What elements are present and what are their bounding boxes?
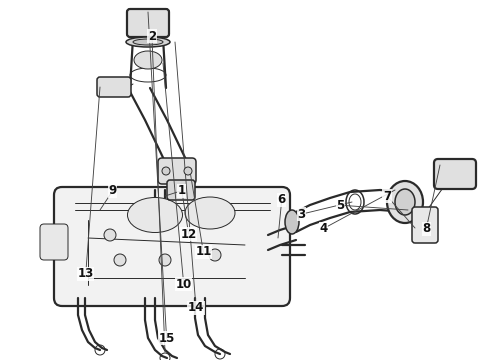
Text: 11: 11 bbox=[195, 246, 212, 258]
Ellipse shape bbox=[134, 51, 162, 69]
Text: 7: 7 bbox=[383, 190, 391, 203]
Circle shape bbox=[209, 249, 221, 261]
FancyBboxPatch shape bbox=[40, 224, 68, 260]
FancyBboxPatch shape bbox=[167, 180, 195, 200]
Text: 3: 3 bbox=[297, 208, 305, 221]
FancyBboxPatch shape bbox=[127, 9, 169, 37]
Circle shape bbox=[159, 254, 171, 266]
FancyBboxPatch shape bbox=[412, 207, 438, 243]
Text: 12: 12 bbox=[180, 228, 197, 240]
FancyBboxPatch shape bbox=[158, 158, 196, 184]
Text: 14: 14 bbox=[188, 301, 204, 314]
Ellipse shape bbox=[387, 181, 423, 223]
Circle shape bbox=[184, 167, 192, 175]
Text: 10: 10 bbox=[175, 278, 192, 291]
Text: 8: 8 bbox=[422, 222, 430, 235]
Text: 5: 5 bbox=[337, 199, 344, 212]
Ellipse shape bbox=[185, 197, 235, 229]
FancyBboxPatch shape bbox=[434, 159, 476, 189]
Circle shape bbox=[162, 167, 170, 175]
Circle shape bbox=[114, 254, 126, 266]
Ellipse shape bbox=[395, 189, 415, 215]
Ellipse shape bbox=[133, 39, 163, 45]
Ellipse shape bbox=[126, 37, 170, 47]
Text: 9: 9 bbox=[109, 184, 117, 197]
Text: 13: 13 bbox=[77, 267, 94, 280]
FancyBboxPatch shape bbox=[54, 187, 290, 306]
Text: 1: 1 bbox=[177, 184, 185, 197]
Text: 2: 2 bbox=[148, 30, 156, 42]
Text: 6: 6 bbox=[278, 193, 286, 206]
Ellipse shape bbox=[285, 210, 299, 234]
Ellipse shape bbox=[127, 198, 182, 233]
Text: 4: 4 bbox=[319, 222, 327, 235]
FancyBboxPatch shape bbox=[97, 77, 131, 97]
Circle shape bbox=[104, 229, 116, 241]
Text: 15: 15 bbox=[158, 332, 175, 345]
